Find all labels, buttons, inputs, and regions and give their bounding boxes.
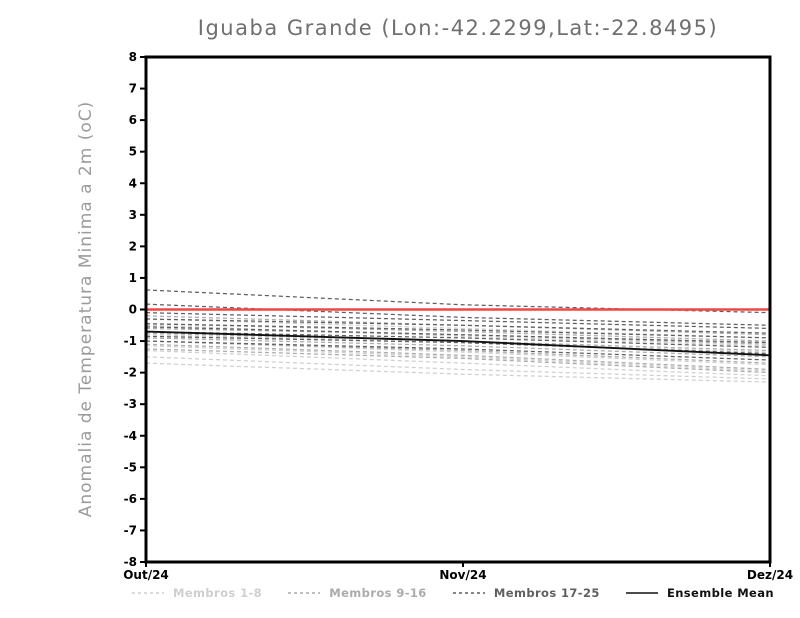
chart-title: Iguaba Grande (Lon:-42.2299,Lat:-22.8495… (197, 16, 719, 40)
member-line (145, 345, 771, 372)
y-tick-label: -1 (124, 334, 137, 348)
y-tick-label: 5 (129, 145, 137, 159)
solid-line-sample-icon (625, 592, 658, 594)
member-line (145, 318, 771, 334)
y-tick-label: 6 (129, 113, 137, 127)
y-tick-label: 1 (129, 271, 137, 285)
dashed-line-sample-icon (452, 592, 485, 594)
member-line (145, 356, 771, 380)
member-line (145, 362, 771, 383)
y-tick-label: -4 (124, 429, 137, 443)
y-tick-label: 8 (129, 50, 137, 64)
legend-label: Membros 1-8 (173, 586, 263, 600)
member-line (145, 348, 771, 374)
member-line (145, 330, 771, 348)
y-tick-label: -6 (124, 492, 137, 506)
member-line (145, 312, 771, 330)
y-tick-label: -7 (124, 523, 137, 537)
member-line (145, 289, 771, 314)
y-tick-label: 7 (129, 82, 137, 96)
y-tick-label: -2 (124, 366, 137, 380)
y-tick-label: 3 (129, 208, 137, 222)
chart-legend: Membros 1-8 Membros 9-16 Membros 17-25 E… (132, 586, 774, 600)
member-line (145, 326, 771, 344)
legend-item-membros-17-25: Membros 17-25 (452, 586, 600, 600)
legend-item-membros-9-16: Membros 9-16 (288, 586, 426, 600)
y-tick-label: -3 (124, 397, 137, 411)
dashed-line-sample-icon (132, 592, 164, 594)
y-tick-label: 2 (129, 239, 137, 253)
legend-label: Membros 9-16 (329, 586, 427, 600)
x-tick-label: Dez/24 (747, 568, 793, 582)
x-tick-label: Out/24 (123, 568, 169, 582)
y-tick-label: 0 (129, 303, 137, 317)
y-tick-label: -8 (124, 555, 137, 569)
plot-frame (144, 55, 772, 564)
y-tick-label: -5 (124, 460, 137, 474)
member-line (145, 323, 771, 339)
member-line (145, 340, 771, 361)
legend-label: Ensemble Mean (666, 586, 774, 600)
x-tick-label: Nov/24 (439, 568, 486, 582)
member-line (145, 337, 771, 358)
legend-label: Membros 17-25 (493, 586, 600, 600)
legend-item-ensemble-mean: Ensemble Mean (625, 586, 774, 600)
legend-item-membros-1-8: Membros 1-8 (132, 586, 262, 600)
y-tick-label: 4 (129, 176, 137, 190)
dashed-line-sample-icon (288, 592, 321, 594)
member-line (145, 349, 771, 377)
ensemble-mean-line (145, 330, 771, 357)
member-line (145, 343, 771, 371)
